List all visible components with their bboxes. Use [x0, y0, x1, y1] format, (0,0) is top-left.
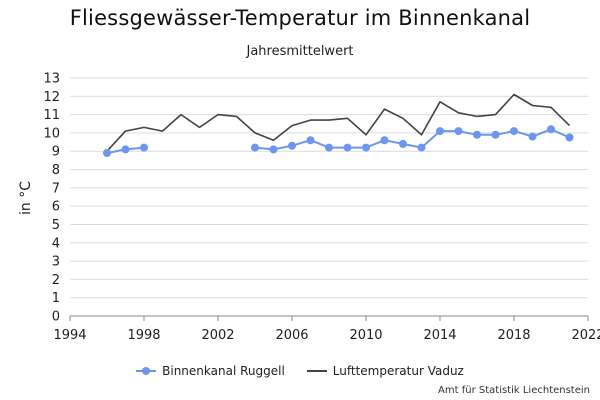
y-tick-label: 0 — [52, 310, 60, 325]
x-tick-label: 2006 — [275, 328, 308, 343]
data-point — [251, 143, 259, 152]
axes — [69, 315, 589, 321]
y-tick-label: 6 — [52, 200, 60, 215]
x-tick-label: 2010 — [349, 328, 382, 343]
y-tick-label: 2 — [52, 273, 60, 288]
data-point — [140, 143, 148, 152]
y-tick-label: 5 — [52, 218, 60, 233]
x-tick-label: 2018 — [497, 328, 530, 343]
data-point — [269, 145, 278, 154]
data-point — [436, 127, 444, 136]
data-point — [288, 141, 296, 150]
chart-subtitle: Jahresmittelwert — [246, 44, 354, 59]
data-point — [510, 127, 518, 136]
data-point — [473, 130, 481, 139]
legend-marker-ruggell — [136, 366, 157, 376]
x-tick-label: 1994 — [53, 328, 86, 343]
data-point — [491, 130, 500, 139]
data-point — [343, 143, 352, 152]
x-tick-label: 2002 — [201, 328, 234, 343]
legend-label-ruggell: Binnenkanal Ruggell — [162, 364, 285, 378]
data-point — [362, 143, 370, 152]
series-layer — [103, 93, 574, 158]
chart-title: Fliessgewässer-Temperatur im Binnenkanal — [69, 6, 531, 30]
y-tick-label: 9 — [52, 145, 60, 160]
data-point — [306, 136, 315, 145]
data-point — [565, 133, 574, 142]
y-tick-label: 8 — [52, 163, 60, 178]
x-tick-labels: 1994 1998 2002 2006 2010 2014 2018 2022 — [53, 328, 600, 343]
series-line — [254, 128, 570, 151]
series-vaduz — [106, 93, 571, 152]
data-point — [547, 125, 555, 134]
data-point — [121, 145, 130, 154]
data-point — [380, 136, 389, 145]
y-tick-label: 3 — [52, 255, 60, 270]
data-point — [399, 139, 407, 148]
legend-item-vaduz[interactable]: Lufttemperatur Vaduz — [306, 364, 464, 378]
y-tick-label: 10 — [43, 126, 60, 141]
y-axis-label: in °C — [18, 181, 34, 215]
legend-label-vaduz: Lufttemperatur Vaduz — [332, 364, 464, 378]
series-ruggell — [103, 125, 574, 158]
data-point — [417, 143, 426, 152]
legend-item-ruggell[interactable]: Binnenkanal Ruggell — [136, 364, 285, 378]
y-tick-label: 1 — [52, 291, 60, 306]
data-point — [454, 127, 463, 136]
grid-lines — [70, 77, 588, 317]
series-line — [106, 93, 571, 152]
y-tick-label: 7 — [52, 181, 60, 196]
x-tick-label: 1998 — [127, 328, 160, 343]
y-tick-label: 4 — [52, 236, 60, 251]
data-point — [528, 132, 537, 141]
source-note: Amt für Statistik Liechtenstein — [438, 385, 590, 396]
legend: Binnenkanal Ruggell Lufttemperatur Vaduz — [0, 364, 600, 378]
y-tick-label: 12 — [43, 90, 60, 105]
data-point — [103, 149, 111, 158]
x-tick-label: 2022 — [571, 328, 600, 343]
x-tick-label: 2014 — [423, 328, 456, 343]
y-tick-label: 13 — [43, 72, 60, 87]
y-tick-label: 11 — [43, 108, 60, 123]
data-point — [325, 143, 333, 152]
legend-marker-vaduz — [306, 366, 327, 376]
